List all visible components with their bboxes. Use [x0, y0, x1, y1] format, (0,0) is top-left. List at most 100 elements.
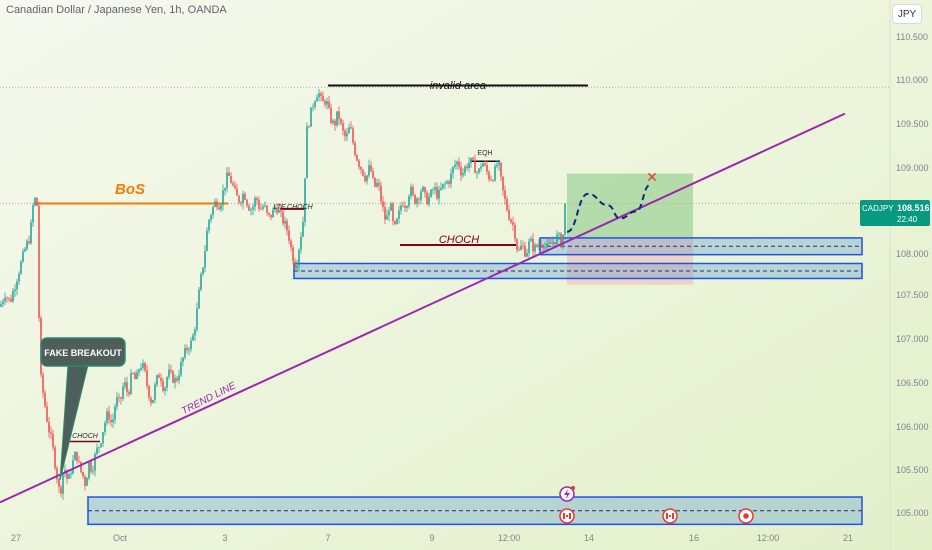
candle-body	[462, 173, 464, 176]
candle-body	[266, 205, 268, 213]
candle-body	[292, 247, 294, 262]
candle-body	[440, 188, 442, 190]
price-badge-symbol: CADJPY	[862, 204, 894, 213]
long-position-tool[interactable]	[567, 173, 693, 285]
y-tick-label: 110.500	[896, 32, 928, 42]
trend-line-layer[interactable]	[0, 112, 846, 504]
candle-body	[238, 195, 240, 203]
invalid-area-label: invalid area	[430, 80, 486, 92]
candle-body	[472, 157, 474, 160]
candle-body	[342, 123, 344, 131]
candle-body	[324, 101, 326, 105]
candle-body	[166, 377, 168, 388]
candle-body	[110, 419, 112, 423]
candle-body	[172, 371, 174, 383]
candle-body	[152, 399, 154, 403]
candle-body	[448, 181, 450, 184]
candle-body	[66, 470, 68, 479]
y-tick-label: 109.000	[896, 163, 929, 173]
candle-body	[532, 238, 534, 252]
x-tick-label: 16	[689, 533, 699, 543]
candle-body	[318, 93, 320, 98]
candle-body	[426, 192, 428, 205]
demand-zones	[87, 237, 863, 526]
target-zone	[567, 173, 693, 238]
candle-body	[194, 329, 196, 336]
economic-events[interactable]	[559, 486, 754, 524]
candle-body	[438, 189, 440, 199]
candle-body	[272, 209, 274, 218]
candle-body	[52, 433, 54, 448]
candle-body	[356, 155, 358, 161]
candle-body	[558, 233, 560, 235]
candle-body	[552, 242, 554, 244]
candle-body	[380, 185, 382, 202]
candle-body	[190, 340, 192, 350]
candle-body	[30, 222, 32, 244]
candle-body	[548, 242, 550, 244]
candle-body	[218, 207, 220, 210]
canada-flag-event-icon[interactable]	[662, 508, 678, 524]
candle-body	[526, 253, 528, 257]
candle-body	[298, 249, 300, 266]
japan-flag-event-icon[interactable]	[738, 508, 754, 524]
candle-body	[366, 175, 368, 181]
candle-body	[134, 373, 136, 380]
candle-body	[400, 205, 402, 211]
candle-body	[470, 157, 472, 163]
candle-body	[368, 165, 370, 176]
candle-body	[406, 206, 408, 209]
candle-body	[142, 362, 144, 368]
price-badge-price: 108.516	[897, 203, 930, 213]
candle-body	[482, 163, 484, 167]
candle-body	[458, 161, 460, 167]
candle-body	[106, 411, 108, 423]
candle-body	[276, 207, 278, 213]
candle-body	[86, 477, 88, 486]
candle-body	[268, 212, 270, 215]
candle-body	[120, 397, 122, 399]
candle-body	[398, 210, 400, 219]
symbol-title[interactable]: Canadian Dollar / Japanese Yen, 1h, OAND…	[6, 4, 227, 16]
candle-body	[512, 222, 514, 225]
price-axis[interactable]: 110.500 110.000 109.500 109.000 108.000 …	[896, 32, 929, 518]
currency-button[interactable]: JPY	[892, 4, 922, 24]
flash-event-icon[interactable]	[559, 486, 575, 502]
canada-flag-event-icon[interactable]	[559, 508, 575, 524]
candle-body	[8, 297, 10, 299]
candle-body	[132, 373, 134, 374]
candle-body	[326, 101, 328, 105]
candle-body	[372, 171, 374, 178]
candle-body	[32, 205, 34, 223]
y-tick-label: 107.500	[896, 290, 929, 300]
candle-body	[22, 251, 24, 262]
candle-body	[430, 189, 432, 197]
candle-body	[310, 107, 312, 127]
candle-body	[208, 220, 210, 231]
candle-body	[402, 205, 404, 207]
candle-body	[446, 181, 448, 184]
candle-body	[198, 289, 200, 309]
candle-body	[432, 189, 434, 191]
candle-body	[286, 220, 288, 231]
candle-body	[524, 245, 526, 257]
candle-body	[14, 289, 16, 292]
candle-body	[18, 273, 20, 282]
candle-body	[348, 127, 350, 134]
candle-body	[102, 432, 104, 444]
time-axis[interactable]: 27 Oct 3 7 9 12:00 14 16 12:00 21	[11, 533, 853, 543]
candle-body	[480, 166, 482, 169]
fake-breakout-callout[interactable]: FAKE BREAKOUT	[40, 337, 126, 481]
candle-body	[176, 378, 178, 381]
candle-body	[452, 166, 454, 174]
candle-body	[330, 107, 332, 123]
candle-body	[140, 367, 142, 370]
candle-body	[76, 451, 78, 461]
candle-body	[94, 453, 96, 471]
candle-body	[214, 201, 216, 207]
y-tick-label: 110.000	[896, 75, 928, 85]
current-price-badge[interactable]: CADJPY 108.516 22:40	[860, 200, 930, 226]
candle-body	[442, 183, 444, 189]
